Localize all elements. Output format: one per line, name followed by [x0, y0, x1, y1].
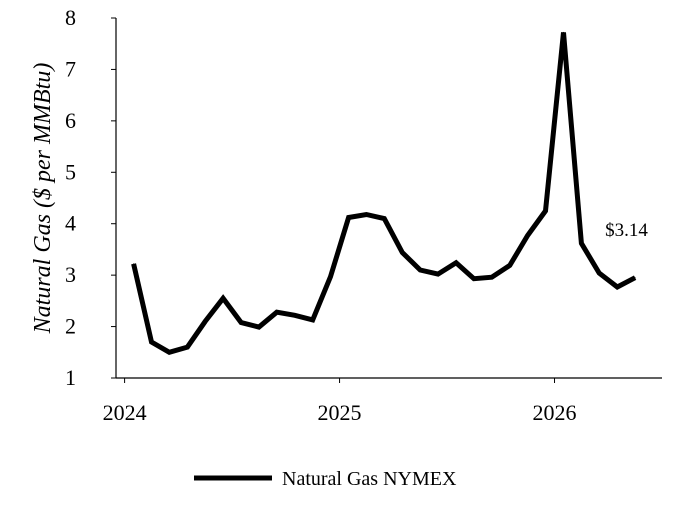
data-point [383, 218, 385, 220]
x-tick-label: 2024 [103, 400, 147, 425]
last-value-annotation: $3.14 [605, 220, 648, 241]
data-point [527, 235, 529, 237]
data-point [240, 321, 242, 323]
y-tick-label: 3 [65, 262, 76, 287]
data-point [348, 217, 350, 219]
y-tick-label: 7 [65, 56, 76, 81]
y-tick-label: 6 [65, 108, 76, 133]
data-point [312, 319, 314, 321]
y-tick-label: 4 [65, 211, 76, 236]
data-point [580, 242, 582, 244]
data-point [294, 314, 296, 316]
y-tick-label: 8 [65, 5, 76, 30]
series-line-natural-gas-nymex [131, 32, 637, 355]
data-point [473, 278, 475, 280]
data-point [491, 276, 493, 278]
y-tick-label: 1 [65, 365, 76, 390]
x-axis-tick-labels: 2024 2025 2026 [103, 400, 577, 425]
data-point [150, 341, 152, 343]
y-axis-tick-labels: 1 2 3 4 5 6 7 8 [65, 5, 76, 390]
data-point [186, 346, 188, 348]
data-point [455, 262, 457, 264]
data-point [509, 264, 511, 266]
legend-label: Natural Gas NYMEX [282, 468, 457, 490]
data-point [168, 351, 170, 353]
data-point [401, 252, 403, 254]
data-point [616, 286, 618, 288]
data-point [563, 31, 565, 33]
data-point [133, 263, 135, 265]
data-point [222, 297, 224, 299]
data-point [276, 311, 278, 313]
y-axis-tick-marks [111, 17, 116, 379]
y-axis-label: Natural Gas ($ per MMBtu) [30, 63, 56, 335]
data-point [419, 269, 421, 271]
data-point [204, 320, 206, 322]
y-tick-label: 2 [65, 314, 76, 339]
data-point [598, 272, 600, 274]
x-tick-label: 2025 [318, 400, 362, 425]
data-point [634, 277, 636, 279]
x-axis-tick-marks [124, 378, 556, 383]
data-point [544, 210, 546, 212]
y-tick-label: 5 [65, 159, 76, 184]
data-point [330, 276, 332, 278]
data-point [365, 213, 367, 215]
data-point [258, 326, 260, 328]
legend: Natural Gas NYMEX [194, 468, 457, 490]
data-point [437, 273, 439, 275]
data-points [133, 31, 636, 353]
x-tick-label: 2026 [533, 400, 577, 425]
